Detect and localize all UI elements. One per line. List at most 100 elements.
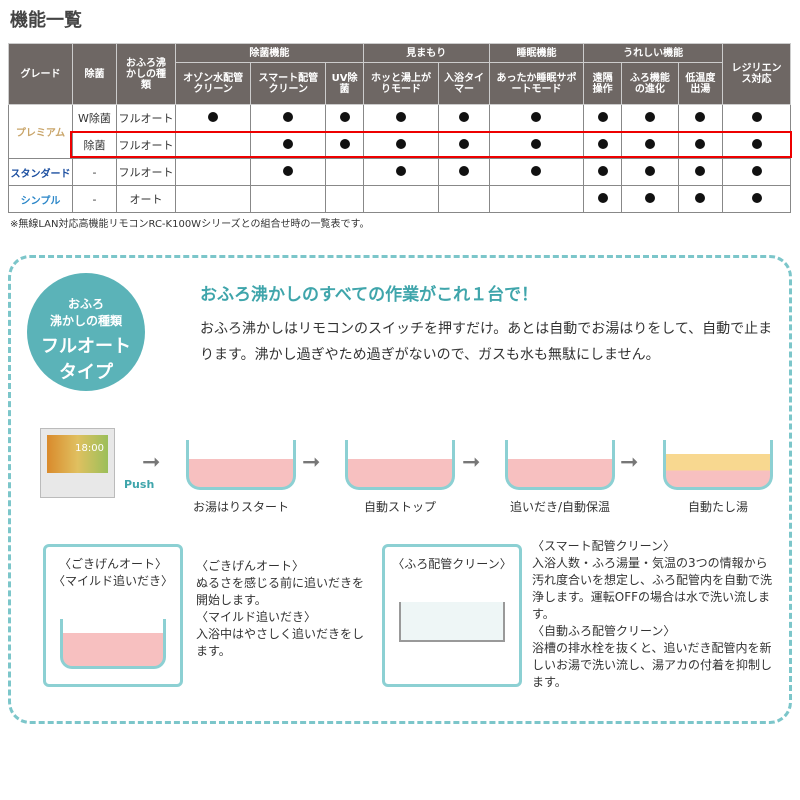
description: おふろ沸かしはリモコンのスイッチを押すだけ。あとは自動でお湯はりをして、自動で止…: [200, 321, 773, 363]
feature-cell: [621, 185, 679, 213]
available-dot-icon: [396, 111, 407, 122]
available-dot-icon: [459, 138, 470, 149]
available-dot-icon: [396, 165, 407, 176]
header-feature: 低温度出湯: [677, 62, 724, 105]
table-row: シンプル - オート: [8, 185, 791, 213]
table-note: ※無線LAN対応高機能リモコンRC-K100Wシリーズとの組合せ時の一覧表です。: [10, 219, 370, 230]
available-dot-icon: [396, 138, 407, 149]
available-dot-icon: [644, 138, 655, 149]
available-dot-icon: [283, 165, 294, 176]
feature-cell: [325, 158, 364, 186]
available-dot-icon: [751, 192, 762, 203]
feature-cell: [621, 104, 679, 132]
available-dot-icon: [339, 111, 350, 122]
pipe-clean-box: 〈ふろ配管クリーン〉: [382, 544, 522, 687]
table-row: 除菌 フルオート: [9, 131, 791, 159]
bath-illustration: [399, 602, 505, 642]
header-feature: スマート配管クリーン: [250, 62, 327, 105]
feature-cell: [438, 104, 490, 132]
grade-cell: シンプル: [8, 185, 73, 213]
box-title: 〈ふろ配管クリーン〉: [392, 557, 512, 571]
pipe-clean-desc: 〈スマート配管クリーン〉 入浴人数・ふろ湯量・気温の3つの情報から汚れ度合いを想…: [532, 538, 772, 691]
feature-cell: [250, 185, 327, 213]
available-dot-icon: [695, 111, 706, 122]
available-dot-icon: [644, 165, 655, 176]
table-row: プレミアム W除菌 フルオート: [8, 104, 791, 159]
tub-start: [186, 440, 296, 490]
header-feature: ホッと湯上がりモード: [362, 62, 440, 105]
header-grade: グレード: [8, 43, 73, 105]
desc-heading: 〈マイルド追いだき〉: [196, 610, 317, 624]
available-dot-icon: [695, 192, 706, 203]
feature-cell: [250, 158, 327, 186]
box-title: 〈ごきげんオート〉: [58, 557, 167, 571]
step-caption: お湯はりスタート: [192, 500, 289, 514]
available-dot-icon: [283, 138, 294, 149]
tub-reheat: [505, 440, 615, 490]
feature-cell: [488, 185, 585, 213]
available-dot-icon: [459, 165, 470, 176]
jokin-cell: -: [72, 185, 117, 213]
header-feature: オゾン水配管クリーン: [174, 62, 252, 105]
feature-cell: [583, 131, 623, 159]
fullauto-panel: [8, 255, 792, 724]
available-dot-icon: [751, 111, 762, 122]
badge-title: フルオート: [41, 336, 131, 357]
desc-text: 浴槽の排水栓を抜くと、追いだき配管内を新しいお湯で洗い流し、湯アカの付着を抑制し…: [532, 641, 773, 689]
feature-cell: [174, 185, 252, 213]
push-label: Push: [124, 478, 155, 491]
feature-cell: [583, 185, 623, 213]
feature-cell: [250, 131, 327, 159]
arrow-icon: ➞: [302, 450, 321, 475]
available-dot-icon: [459, 111, 470, 122]
header-feature: ふろ機能の進化: [621, 62, 679, 105]
feature-table: グレード 除菌 おふろ沸かしの種類 除菌機能 見まもり 睡眠機能 うれしい機能 …: [8, 43, 791, 213]
jokin-cell: -: [72, 158, 117, 186]
feature-cell: [677, 158, 724, 186]
feature-cell: [583, 104, 623, 132]
grade-cell: スタンダード: [8, 158, 73, 186]
available-dot-icon: [695, 138, 706, 149]
header-feature: 遠隔操作: [583, 62, 623, 105]
badge-line: 沸かしの種類: [49, 314, 122, 328]
feature-cell: [362, 131, 440, 159]
type-cell: フルオート: [116, 104, 176, 132]
feature-cell: [438, 131, 490, 159]
tub-addwater: [663, 440, 773, 490]
feature-cell: [621, 158, 679, 186]
feature-cell: [722, 185, 791, 213]
gokigen-desc: 〈ごきげんオート〉 ぬるさを感じる前に追いだきを開始します。 〈マイルド追いだき…: [196, 558, 366, 660]
feature-cell: [174, 104, 252, 132]
box-title: 〈マイルド追いだき〉: [52, 574, 173, 588]
badge-line: おふろ: [67, 297, 104, 311]
feature-cell: [438, 185, 490, 213]
feature-cell: [722, 104, 791, 132]
bath-illustration: [60, 619, 166, 669]
feature-cell: [438, 158, 490, 186]
desc-heading: 〈スマート配管クリーン〉: [532, 539, 676, 553]
feature-cell: [362, 104, 440, 132]
feature-cell: [677, 131, 724, 159]
available-dot-icon: [283, 111, 294, 122]
step-caption: 追いだき/自動保温: [509, 500, 611, 514]
step-caption: 自動たし湯: [687, 500, 748, 514]
arrow-icon: ➞: [462, 450, 481, 475]
header-feature: あったか睡眠サポートモード: [488, 62, 585, 105]
available-dot-icon: [531, 111, 542, 122]
feature-cell: [677, 104, 724, 132]
group-ureshii: うれしい機能: [583, 43, 723, 63]
gokigen-box: 〈ごきげんオート〉 〈マイルド追いだき〉: [43, 544, 183, 687]
header-feature: UV除菌: [325, 62, 364, 105]
group-jokin: 除菌機能: [175, 43, 364, 63]
available-dot-icon: [339, 138, 350, 149]
available-dot-icon: [531, 165, 542, 176]
desc-text: 入浴中はやさしく追いだきをします。: [196, 627, 365, 658]
feature-cell: [722, 158, 791, 186]
step-caption: 自動ストップ: [363, 500, 436, 514]
header-jokin: 除菌: [72, 43, 117, 105]
available-dot-icon: [597, 165, 608, 176]
grade-cell: プレミアム: [8, 104, 73, 159]
available-dot-icon: [597, 192, 608, 203]
arrow-icon: ➞: [142, 450, 161, 475]
badge-title: タイプ: [59, 362, 113, 383]
